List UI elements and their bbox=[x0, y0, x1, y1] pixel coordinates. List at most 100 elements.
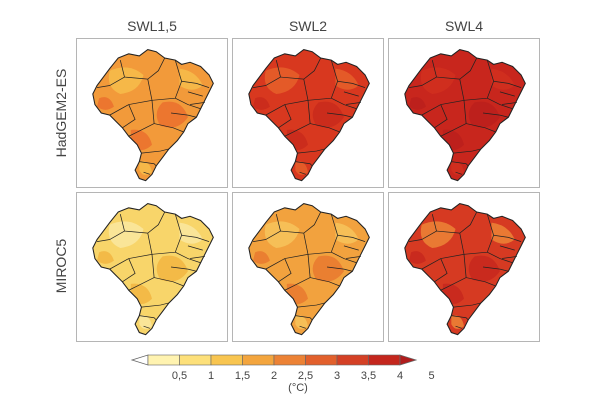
state-border bbox=[278, 104, 292, 129]
temperature-region bbox=[468, 255, 500, 282]
row-title-2: MIROC5 bbox=[53, 238, 69, 294]
state-border bbox=[278, 258, 292, 283]
state-border bbox=[451, 315, 469, 321]
state-border bbox=[190, 256, 205, 259]
state-border bbox=[143, 325, 151, 329]
temperature-region bbox=[179, 68, 203, 90]
colorbar-tick-label: 1 bbox=[207, 370, 215, 382]
state-border bbox=[453, 302, 482, 308]
column-title-1: SWL1,5 bbox=[127, 18, 177, 34]
state-border bbox=[284, 100, 311, 137]
state-border bbox=[143, 171, 151, 175]
temperature-region bbox=[295, 315, 308, 329]
state-border bbox=[190, 102, 205, 105]
state-border bbox=[141, 148, 170, 154]
state-border bbox=[122, 258, 136, 283]
state-border bbox=[487, 251, 513, 264]
state-border bbox=[297, 148, 326, 154]
state-border bbox=[434, 104, 448, 129]
brazil-map bbox=[404, 202, 526, 336]
temperature-region bbox=[420, 67, 456, 94]
colorbar-tick-label: 3,5 bbox=[360, 370, 377, 382]
colorbar-segment bbox=[147, 354, 180, 366]
state-border bbox=[331, 251, 357, 264]
temperature-region bbox=[335, 68, 359, 90]
state-border bbox=[343, 91, 359, 97]
temperature-region bbox=[139, 161, 152, 175]
state-border bbox=[440, 254, 467, 291]
row-title-1: HadGEM2-ES bbox=[53, 68, 69, 158]
brazil-map bbox=[92, 48, 214, 182]
state-border bbox=[154, 123, 184, 133]
temperature-region bbox=[253, 97, 270, 110]
state-border bbox=[337, 234, 366, 242]
state-border bbox=[482, 112, 509, 118]
state-border bbox=[436, 57, 478, 80]
state-border bbox=[124, 57, 166, 80]
state-border bbox=[310, 277, 340, 287]
state-border bbox=[463, 60, 494, 101]
brazil-map bbox=[92, 202, 214, 336]
temperature-region bbox=[108, 221, 144, 248]
country-outline bbox=[248, 202, 370, 336]
temperature-region bbox=[312, 255, 344, 282]
state-border bbox=[170, 112, 197, 118]
state-border bbox=[346, 256, 361, 259]
state-border bbox=[502, 102, 517, 105]
temperature-region bbox=[108, 67, 144, 94]
temperature-region bbox=[97, 251, 114, 264]
state-border bbox=[141, 302, 170, 308]
state-border bbox=[466, 277, 496, 287]
colorbar-segment bbox=[336, 354, 369, 366]
colorbar-tick-label: 5 bbox=[428, 370, 435, 382]
colorbar-segment bbox=[179, 354, 212, 366]
temperature-region bbox=[491, 222, 515, 244]
state-border bbox=[284, 254, 311, 291]
state-border bbox=[139, 315, 157, 321]
state-border bbox=[408, 60, 437, 88]
state-border bbox=[343, 245, 359, 251]
state-border bbox=[297, 302, 326, 308]
map-panel-hadgem-swl15 bbox=[76, 38, 228, 188]
brazil-map bbox=[248, 48, 370, 182]
colorbar-tick-label: 0,5 bbox=[171, 370, 188, 382]
state-border bbox=[455, 171, 463, 175]
column-title-3: SWL4 bbox=[444, 18, 484, 34]
temperature-region bbox=[156, 255, 188, 282]
colorbar-unit: (°C) bbox=[288, 382, 308, 394]
colorbar-tick-label: 4 bbox=[396, 370, 404, 382]
colorbar-max-arrow bbox=[399, 354, 418, 366]
state-border bbox=[299, 325, 307, 329]
colorbar-tick-label: 2 bbox=[270, 370, 278, 382]
map-panel-miroc5-swl15 bbox=[76, 192, 228, 342]
brazil-map bbox=[404, 48, 526, 182]
state-border bbox=[421, 233, 465, 270]
state-border bbox=[109, 79, 153, 116]
map-panel-miroc5-swl2 bbox=[232, 192, 384, 342]
state-border bbox=[128, 254, 155, 291]
state-border bbox=[493, 80, 522, 88]
state-border bbox=[295, 161, 313, 167]
state-border bbox=[175, 97, 201, 110]
colorbar-segment bbox=[210, 354, 243, 366]
country-outline bbox=[92, 48, 214, 182]
state-border bbox=[499, 245, 515, 251]
brazil-map bbox=[248, 202, 370, 336]
state-border bbox=[122, 104, 136, 129]
colorbar-min-arrow bbox=[130, 354, 149, 366]
state-border bbox=[170, 266, 197, 272]
state-border bbox=[421, 79, 465, 116]
state-border bbox=[154, 277, 184, 287]
temperature-region bbox=[253, 251, 270, 264]
temperature-region bbox=[491, 68, 515, 90]
colorbar bbox=[130, 354, 418, 366]
colorbar-tick-label: 1,5 bbox=[234, 370, 251, 382]
state-border bbox=[175, 251, 201, 264]
temperature-region bbox=[409, 97, 426, 110]
state-border bbox=[502, 256, 517, 259]
state-border bbox=[307, 60, 338, 101]
state-border bbox=[181, 234, 210, 242]
state-border bbox=[109, 233, 153, 270]
colorbar-segment bbox=[368, 354, 401, 366]
state-border bbox=[434, 258, 448, 283]
